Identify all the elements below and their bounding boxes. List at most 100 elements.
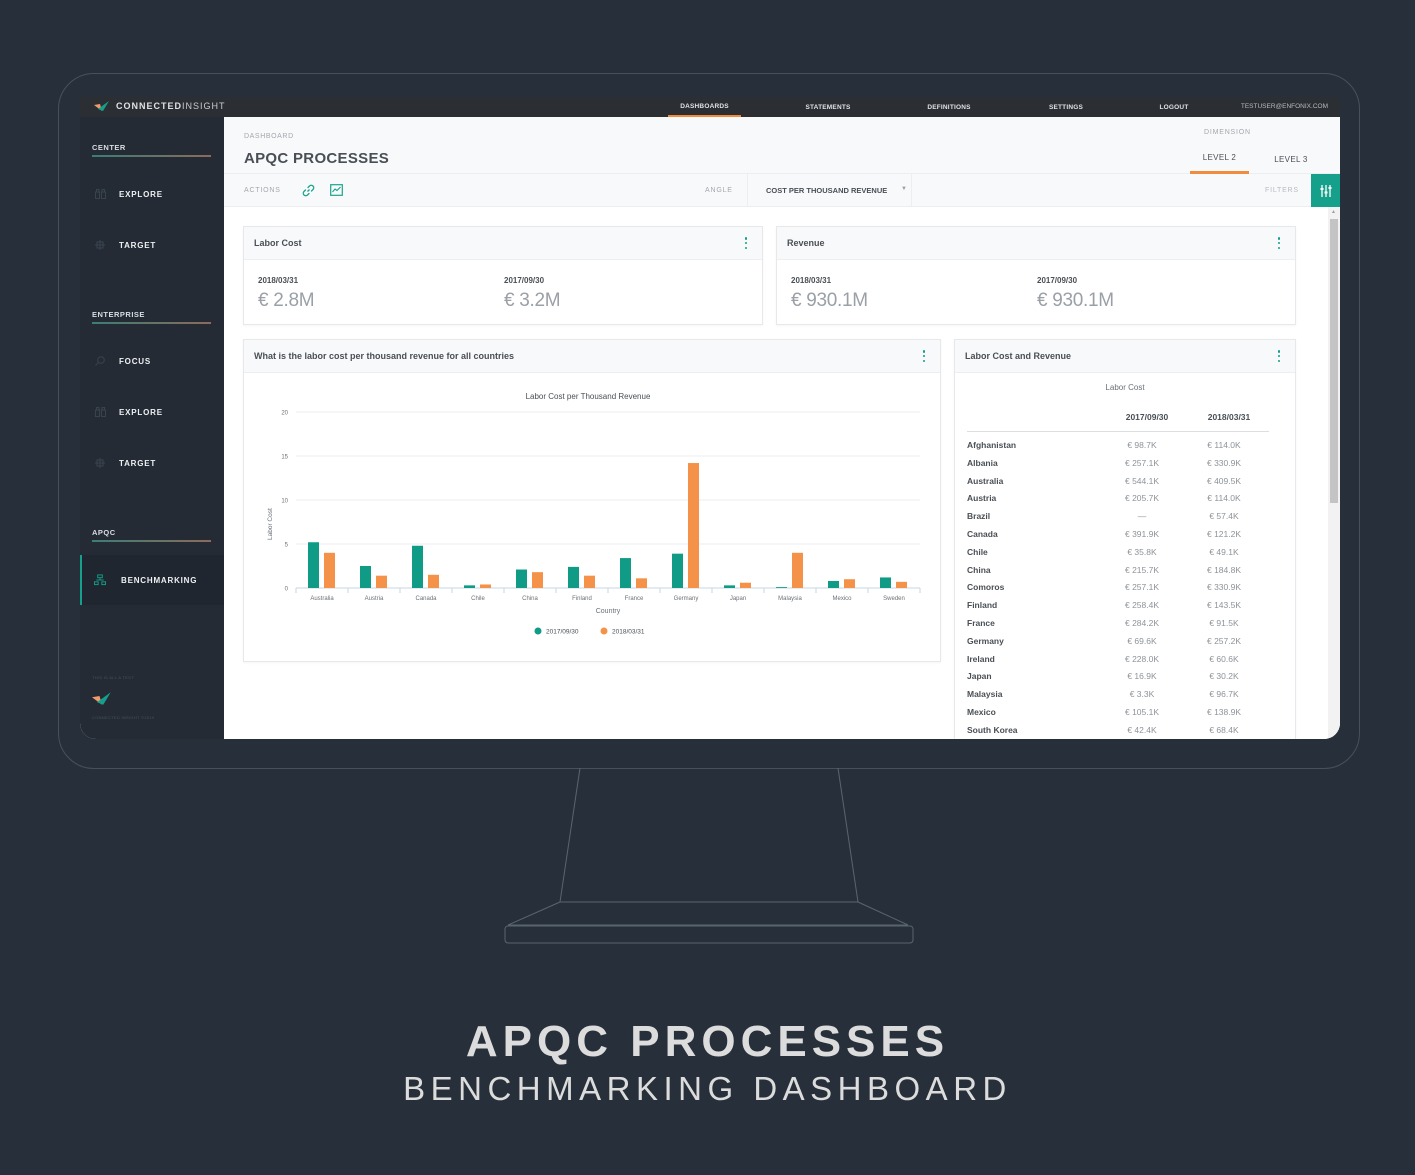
more-options-icon[interactable] (1277, 237, 1281, 249)
nav-statements[interactable]: STATEMENTS (805, 103, 851, 111)
table-row[interactable]: Finland € 258.4K € 143.5K (967, 600, 1269, 618)
table-row[interactable]: Austria € 205.7K € 114.0K (967, 493, 1269, 511)
country-cell: Australia (967, 475, 1004, 486)
table-row[interactable]: China € 215.7K € 184.8K (967, 565, 1269, 583)
sidebar-section-apqc: APQC (92, 528, 116, 537)
table-card-labor-cost-revenue: Labor Cost and Revenue Labor Cost 2017/0… (954, 339, 1296, 739)
nav-definitions[interactable]: DEFINITIONS (927, 103, 971, 111)
column-header[interactable]: 2018/03/31 (1207, 412, 1251, 422)
bar-2018-03-31-china[interactable] (532, 572, 543, 588)
sidebar-item-enterprise-explore[interactable]: EXPLORE (80, 397, 224, 427)
filters-button[interactable] (1311, 174, 1340, 207)
bar-2017-09-30-chile[interactable] (464, 585, 475, 588)
bar-2018-03-31-sweden[interactable] (896, 581, 907, 588)
bar-2018-03-31-france[interactable] (636, 578, 647, 588)
bar-2018-03-31-germany[interactable] (688, 463, 699, 588)
sidebar-item-apqc-benchmarking[interactable]: BENCHMARKING (80, 555, 224, 605)
bar-2018-03-31-japan[interactable] (740, 582, 751, 588)
bar-2018-03-31-malaysia[interactable] (792, 552, 803, 588)
sidebar-footer-copyright: CONNECTED INSIGHT ©2019 (92, 715, 155, 720)
nav-dashboards[interactable]: DASHBOARDS (668, 97, 741, 117)
sliders-icon (1320, 184, 1331, 197)
x-tick-label: Mexico (832, 596, 852, 602)
tab-level-3[interactable]: LEVEL 3 (1274, 154, 1308, 164)
nav-logout[interactable]: LOGOUT (1159, 103, 1189, 111)
bar-2018-03-31-finland[interactable] (584, 575, 595, 588)
x-tick-label: Chile (471, 596, 485, 602)
bar-2017-09-30-japan[interactable] (724, 585, 735, 588)
sidebar-item-center-target[interactable]: TARGET (80, 230, 224, 260)
bar-2018-03-31-australia[interactable] (324, 552, 335, 588)
bar-2017-09-30-austria[interactable] (360, 566, 371, 588)
card-header: Labor Cost (244, 227, 762, 260)
filters-label: FILTERS (1265, 187, 1299, 194)
card-header: What is the labor cost per thousand reve… (244, 340, 940, 373)
sidebar-item-center-explore[interactable]: EXPLORE (80, 179, 224, 209)
table-row[interactable]: Japan € 16.9K € 30.2K (967, 671, 1269, 689)
bar-2018-03-31-mexico[interactable] (844, 579, 855, 588)
link-icon[interactable] (300, 182, 316, 198)
tab-level-2[interactable]: LEVEL 2 (1190, 144, 1249, 174)
bar-2017-09-30-australia[interactable] (308, 542, 319, 588)
bar-2017-09-30-china[interactable] (516, 569, 527, 588)
sidebar-item-enterprise-focus[interactable]: FOCUS (80, 346, 224, 376)
table-row[interactable]: Afghanistan € 98.7K € 114.0K (967, 440, 1269, 458)
page-title: APQC PROCESSES (244, 150, 390, 167)
legend-marker[interactable] (534, 627, 542, 635)
table-row[interactable]: Mexico € 105.1K € 138.9K (967, 707, 1269, 725)
value-cell: € 284.2K (1124, 618, 1160, 628)
bar-2017-09-30-mexico[interactable] (828, 580, 839, 588)
table-row[interactable]: Canada € 391.9K € 121.2K (967, 529, 1269, 547)
bar-2018-03-31-austria[interactable] (376, 575, 387, 588)
bar-2017-09-30-finland[interactable] (568, 566, 579, 588)
country-cell: France (967, 618, 995, 628)
vertical-scrollbar[interactable]: ▲ (1328, 207, 1340, 739)
table-row[interactable]: Albania € 257.1K € 330.9K (967, 458, 1269, 476)
value-cell: € 3.3K (1129, 689, 1155, 700)
value-cell: € 57.4K (1209, 511, 1239, 522)
bar-2017-09-30-malaysia[interactable] (776, 587, 787, 588)
brand-logo[interactable]: CONNECTEDINSIGHT (94, 101, 226, 111)
table-row[interactable]: Ireland € 228.0K € 60.6K (967, 654, 1269, 672)
legend-marker[interactable] (600, 627, 608, 635)
country-cell: South Korea (967, 724, 1018, 735)
country-cell: Canada (967, 529, 998, 539)
value-cell: € 215.7K (1124, 564, 1160, 575)
value-cell: € 330.9K (1206, 457, 1242, 468)
breadcrumb[interactable]: DASHBOARD (244, 133, 294, 140)
value-cell: € 391.9K (1124, 529, 1160, 539)
sidebar-item-enterprise-target[interactable]: TARGET (80, 448, 224, 478)
chart-icon[interactable] (328, 182, 344, 198)
nav-settings[interactable]: SETTINGS (1048, 103, 1084, 111)
more-options-icon[interactable] (1277, 350, 1281, 362)
table-row[interactable]: Germany € 69.6K € 257.2K (967, 636, 1269, 654)
angle-dropdown[interactable]: COST PER THOUSAND REVENUE ▼ (747, 174, 912, 207)
value-cell: — (1137, 511, 1147, 522)
table-row[interactable]: France € 284.2K € 91.5K (967, 618, 1269, 636)
chevron-down-icon: ▼ (901, 186, 907, 192)
scrollbar-thumb[interactable] (1330, 219, 1338, 503)
bar-2018-03-31-chile[interactable] (480, 584, 491, 588)
table-row[interactable]: Australia € 544.1K € 409.5K (967, 476, 1269, 494)
more-options-icon[interactable] (922, 350, 926, 362)
country-cell: Japan (967, 671, 992, 682)
table-row[interactable]: Malaysia € 3.3K € 96.7K (967, 689, 1269, 707)
value-cell: € 68.4K (1209, 724, 1239, 735)
table-row[interactable]: South Korea € 42.4K € 68.4K (967, 725, 1269, 739)
more-options-icon[interactable] (744, 237, 748, 249)
table-row[interactable]: Brazil — € 57.4K (967, 511, 1269, 529)
legend-label[interactable]: 2018/03/31 (612, 629, 645, 636)
legend-label[interactable]: 2017/09/30 (546, 629, 579, 636)
bar-2017-09-30-sweden[interactable] (880, 577, 891, 588)
table-row[interactable]: Chile € 35.8K € 49.1K (967, 547, 1269, 565)
bar-2017-09-30-canada[interactable] (412, 545, 423, 588)
bar-2018-03-31-canada[interactable] (428, 574, 439, 588)
user-email[interactable]: TESTUSER@ENFONIX.COM (1240, 103, 1328, 110)
table-row[interactable]: Comoros € 257.1K € 330.9K (967, 582, 1269, 600)
value-cell: € 409.5K (1206, 475, 1242, 486)
column-header[interactable]: 2017/09/30 (1125, 412, 1169, 422)
bar-2017-09-30-germany[interactable] (672, 553, 683, 588)
value-cell: € 330.9K (1206, 582, 1242, 593)
bar-2017-09-30-france[interactable] (620, 558, 631, 588)
scroll-up-arrow-icon[interactable]: ▲ (1331, 209, 1336, 215)
